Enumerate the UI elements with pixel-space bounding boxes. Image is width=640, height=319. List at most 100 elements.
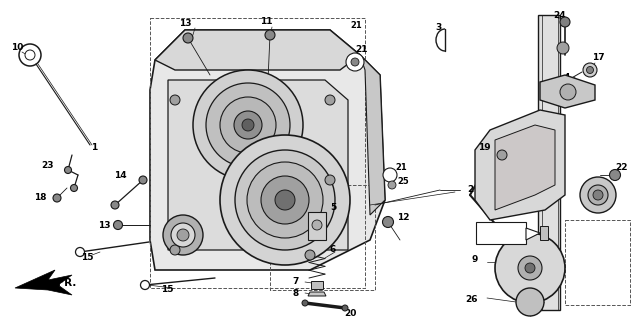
Circle shape [560,17,570,27]
Text: 12: 12 [397,213,410,222]
Circle shape [234,111,262,139]
Circle shape [171,223,195,247]
Bar [270,185,375,290]
Text: 7: 7 [292,278,299,286]
Circle shape [325,175,335,185]
Circle shape [346,53,364,71]
Text: 17: 17 [592,54,604,63]
Bar [308,212,326,240]
Text: 18: 18 [34,192,46,202]
Circle shape [557,42,569,54]
Circle shape [183,33,193,43]
Circle shape [325,95,335,105]
Circle shape [193,70,303,180]
Circle shape [583,63,597,77]
Text: 13: 13 [98,220,110,229]
Circle shape [516,288,544,316]
Circle shape [497,150,507,160]
Circle shape [518,256,542,280]
Text: 1: 1 [91,144,97,152]
Circle shape [593,190,603,200]
Circle shape [302,300,308,306]
Text: 3: 3 [435,24,441,33]
Text: 5: 5 [330,203,336,211]
Bar [150,18,365,288]
Circle shape [76,248,84,256]
Circle shape [242,119,254,131]
Circle shape [141,280,150,290]
Circle shape [588,185,608,205]
Bar [311,281,323,289]
Circle shape [525,263,535,273]
Text: 15: 15 [161,286,173,294]
Circle shape [388,181,396,189]
Bar [565,220,630,305]
Circle shape [312,220,322,230]
Circle shape [113,220,122,229]
Polygon shape [15,270,72,295]
Polygon shape [360,55,385,215]
Bar [476,222,526,244]
Text: 26: 26 [465,295,478,305]
Circle shape [261,176,309,224]
Text: 16: 16 [186,231,198,240]
Bar [540,226,548,240]
Circle shape [163,215,203,255]
Text: 4: 4 [564,73,570,83]
Circle shape [111,201,119,209]
Polygon shape [155,30,360,70]
Text: 24: 24 [554,11,566,19]
Circle shape [351,58,359,66]
Polygon shape [495,125,555,210]
Text: 21: 21 [395,164,407,173]
Text: 6: 6 [330,246,336,255]
Text: 8: 8 [292,290,299,299]
Circle shape [177,229,189,241]
Text: 22: 22 [616,164,628,173]
Text: FR.: FR. [58,278,77,288]
Text: 23: 23 [41,160,53,169]
Circle shape [220,97,276,153]
Polygon shape [475,110,565,220]
Circle shape [609,169,621,181]
Text: 2: 2 [467,186,473,195]
Text: 15: 15 [81,254,93,263]
Circle shape [560,84,576,100]
Circle shape [495,233,565,303]
Text: 19: 19 [478,144,491,152]
Text: 9: 9 [472,256,478,264]
Text: 11: 11 [260,18,272,26]
Circle shape [206,83,290,167]
Circle shape [342,305,348,311]
Polygon shape [526,228,540,240]
Text: 13: 13 [179,19,191,28]
Polygon shape [308,292,326,296]
Circle shape [70,184,77,191]
Circle shape [53,194,61,202]
Circle shape [220,135,350,265]
Text: 10: 10 [11,42,23,51]
Polygon shape [150,30,385,270]
Circle shape [247,162,323,238]
Circle shape [170,245,180,255]
Text: 20: 20 [344,308,356,317]
Text: 21: 21 [355,46,367,55]
Text: E-14: E-14 [490,228,511,238]
Circle shape [170,95,180,105]
Circle shape [235,150,335,250]
Circle shape [139,176,147,184]
Text: 21: 21 [350,20,362,29]
Text: 25: 25 [397,177,409,187]
Polygon shape [540,75,595,108]
Circle shape [586,66,593,73]
Circle shape [265,30,275,40]
Circle shape [65,167,72,174]
Bar [538,15,560,310]
Text: 14: 14 [114,170,126,180]
Circle shape [580,177,616,213]
Circle shape [275,190,295,210]
Circle shape [383,217,394,227]
Polygon shape [168,80,348,250]
Circle shape [25,50,35,60]
Circle shape [383,168,397,182]
